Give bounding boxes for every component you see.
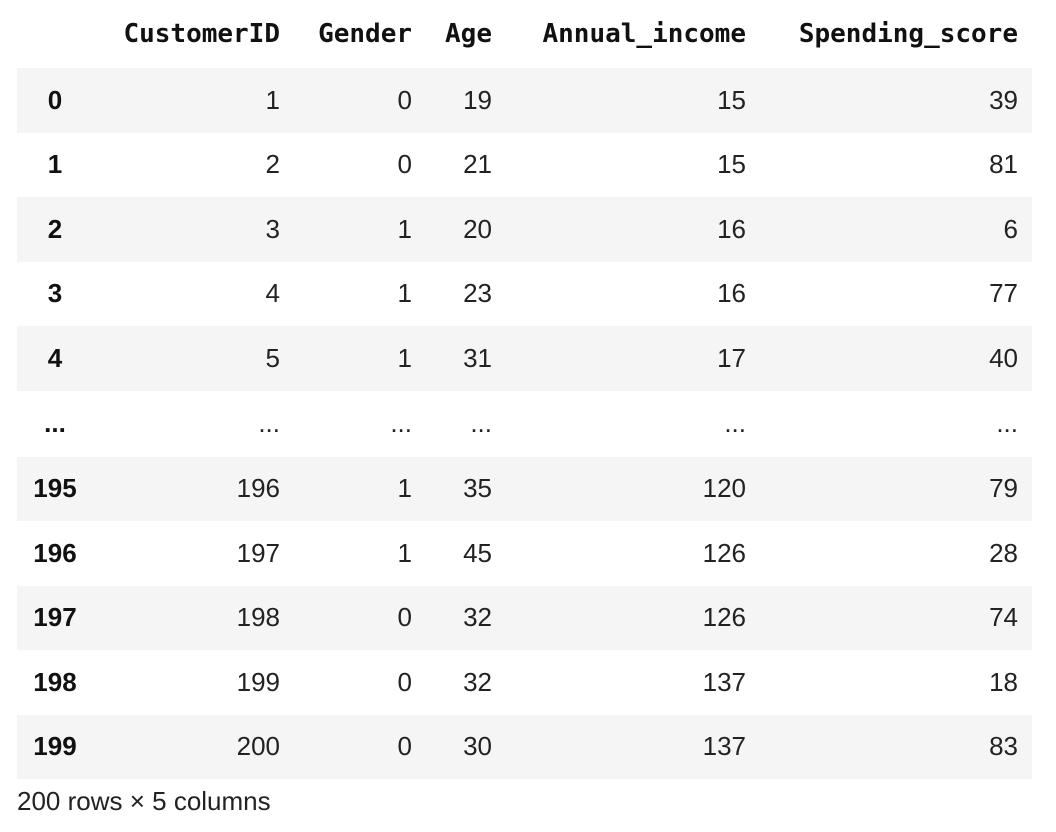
cell-spending-score: 18 xyxy=(989,666,1018,697)
ellipsis-row: .................. xyxy=(17,390,1032,457)
row-index: 199 xyxy=(33,731,77,762)
cell-gender: 1 xyxy=(397,278,412,309)
cell-age: 30 xyxy=(463,731,492,762)
cell-customer-id: 199 xyxy=(236,666,280,697)
cell-age: 32 xyxy=(463,666,492,697)
cell-spending-score: 28 xyxy=(989,537,1018,568)
column-header-gender: Gender xyxy=(318,19,412,49)
cell-annual-income: 137 xyxy=(702,731,746,762)
cell-age: ... xyxy=(470,408,492,438)
cell-gender: 0 xyxy=(397,666,412,697)
cell-gender: ... xyxy=(390,408,412,438)
row-index: 0 xyxy=(47,84,63,115)
cell-gender: 1 xyxy=(397,213,412,244)
column-header-age: Age xyxy=(445,19,492,49)
dataframe-output: CustomerID Gender Age Annual_income Spen… xyxy=(17,0,1032,779)
row-index: 198 xyxy=(33,666,77,697)
cell-spending-score: ... xyxy=(996,408,1018,438)
table-row: 2 3 1 20 16 6 xyxy=(17,197,1032,262)
cell-spending-score: 40 xyxy=(989,342,1018,373)
column-header-customer-id: CustomerID xyxy=(123,19,280,49)
table-row: 198 199 0 32 137 18 xyxy=(17,650,1032,715)
table-row: 4 5 1 31 17 40 xyxy=(17,326,1032,391)
table-row: 3 4 1 23 16 77 xyxy=(17,261,1032,326)
header-row: CustomerID Gender Age Annual_income Spen… xyxy=(17,0,1032,68)
cell-spending-score: 6 xyxy=(1003,213,1018,244)
cell-annual-income: 15 xyxy=(717,84,746,115)
cell-age: 21 xyxy=(463,149,492,180)
cell-spending-score: 83 xyxy=(989,731,1018,762)
row-index: ... xyxy=(44,408,66,438)
cell-annual-income: 16 xyxy=(717,213,746,244)
cell-gender: 0 xyxy=(397,731,412,762)
row-index: 195 xyxy=(33,473,77,504)
cell-gender: 0 xyxy=(397,149,412,180)
cell-annual-income: 126 xyxy=(702,537,746,568)
cell-gender: 1 xyxy=(397,342,412,373)
cell-gender: 1 xyxy=(397,537,412,568)
cell-age: 45 xyxy=(463,537,492,568)
cell-customer-id: 5 xyxy=(265,342,280,373)
column-header-spending-score: Spending_score xyxy=(798,19,1018,49)
cell-age: 35 xyxy=(463,473,492,504)
cell-customer-id: ... xyxy=(258,408,280,438)
cell-annual-income: 120 xyxy=(702,473,746,504)
cell-annual-income: 17 xyxy=(717,342,746,373)
cell-customer-id: 197 xyxy=(236,537,280,568)
cell-customer-id: 200 xyxy=(236,731,280,762)
cell-spending-score: 77 xyxy=(989,278,1018,309)
cell-gender: 0 xyxy=(397,602,412,633)
cell-annual-income: 16 xyxy=(717,278,746,309)
cell-customer-id: 3 xyxy=(265,213,280,244)
dataframe-table: CustomerID Gender Age Annual_income Spen… xyxy=(17,0,1032,779)
row-index: 4 xyxy=(47,342,63,373)
cell-annual-income: ... xyxy=(724,408,746,438)
row-index: 1 xyxy=(47,149,63,180)
cell-customer-id: 196 xyxy=(236,473,280,504)
cell-annual-income: 15 xyxy=(717,149,746,180)
cell-spending-score: 81 xyxy=(989,149,1018,180)
table-body: 0 1 0 19 15 39 1 2 0 21 15 81 2 3 1 20 16 6 3 4 1 23 16 77 4 5 1 31… xyxy=(17,68,1032,779)
cell-gender: 1 xyxy=(397,473,412,504)
table-row: 1 2 0 21 15 81 xyxy=(17,132,1032,197)
table-row: 199 200 0 30 137 83 xyxy=(17,714,1032,779)
cell-spending-score: 39 xyxy=(989,84,1018,115)
table-row: 0 1 0 19 15 39 xyxy=(17,68,1032,133)
cell-gender: 0 xyxy=(397,84,412,115)
index-header xyxy=(17,0,93,68)
cell-annual-income: 137 xyxy=(702,666,746,697)
cell-customer-id: 2 xyxy=(265,149,280,180)
row-index: 2 xyxy=(47,213,63,244)
cell-spending-score: 79 xyxy=(989,473,1018,504)
cell-customer-id: 4 xyxy=(265,278,280,309)
cell-age: 23 xyxy=(463,278,492,309)
table-row: 196 197 1 45 126 28 xyxy=(17,521,1032,586)
row-index: 196 xyxy=(33,537,77,568)
column-header-annual-income: Annual_income xyxy=(542,19,747,49)
shape-label: 200 rows × 5 columns xyxy=(17,786,271,816)
row-index: 3 xyxy=(47,278,63,309)
cell-age: 20 xyxy=(463,213,492,244)
cell-age: 19 xyxy=(463,84,492,115)
table-row: 195 196 1 35 120 79 xyxy=(17,456,1032,521)
cell-spending-score: 74 xyxy=(989,602,1018,633)
cell-annual-income: 126 xyxy=(702,602,746,633)
table-row: 197 198 0 32 126 74 xyxy=(17,585,1032,650)
row-index: 197 xyxy=(33,602,77,633)
cell-customer-id: 1 xyxy=(265,84,280,115)
cell-age: 32 xyxy=(463,602,492,633)
cell-age: 31 xyxy=(463,342,492,373)
cell-customer-id: 198 xyxy=(236,602,280,633)
